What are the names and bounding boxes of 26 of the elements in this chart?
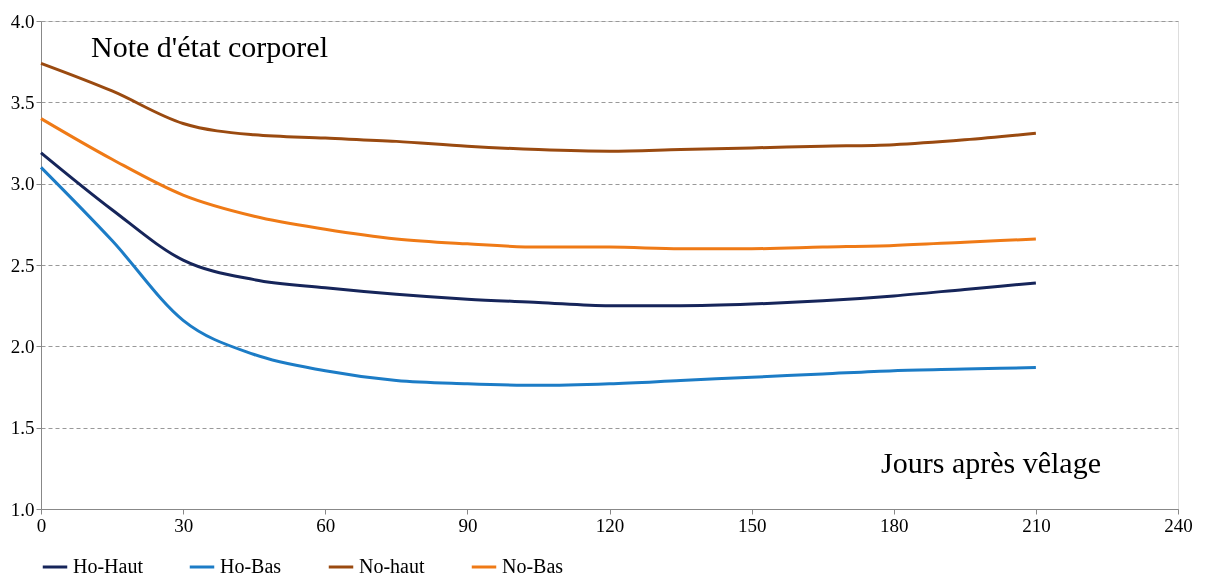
chart-title: Note d'état corporel (91, 30, 328, 63)
legend-label: Ho-Haut (73, 555, 144, 577)
x-tick-label: 120 (595, 514, 625, 536)
x-tick-label: 240 (1164, 514, 1193, 536)
y-tick-label: 3.0 (10, 173, 35, 195)
x-tick-label: 180 (880, 514, 909, 536)
x-tick-label: 0 (36, 514, 47, 536)
line-series (39, 117, 1038, 251)
y-tick-label: 4.0 (10, 10, 35, 32)
y-tick-label: 3.5 (10, 91, 35, 113)
legend-label: No-Bas (502, 555, 564, 577)
x-tick-label: 210 (1022, 514, 1051, 536)
x-tick-label: 150 (737, 514, 767, 536)
line-series (39, 61, 1038, 153)
x-tick-label: 60 (316, 514, 336, 536)
line-series (39, 151, 1038, 308)
legend-label: No-haut (359, 555, 425, 577)
x-axis-title: Jours après vêlage (881, 446, 1101, 479)
x-tick-label: 90 (458, 514, 478, 536)
y-tick-label: 2.5 (10, 254, 35, 276)
line-series (39, 165, 1038, 387)
y-tick-label: 2.0 (10, 335, 35, 357)
y-tick-label: 1.0 (10, 498, 35, 520)
x-tick-label: 30 (174, 514, 194, 536)
legend-label: Ho-Bas (220, 555, 282, 577)
y-tick-label: 1.5 (10, 417, 35, 439)
